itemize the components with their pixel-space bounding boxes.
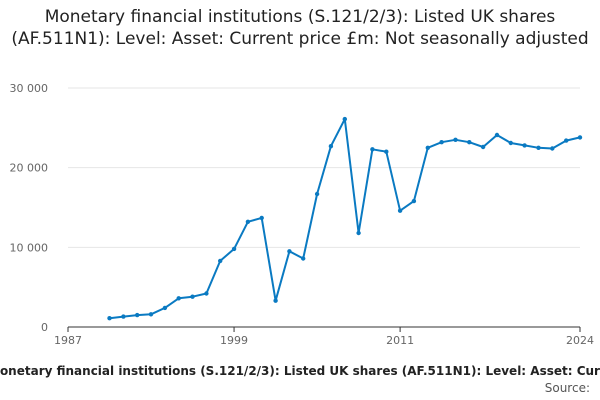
data-point — [135, 312, 140, 318]
data-point — [218, 258, 223, 264]
data-point — [356, 230, 361, 236]
footer-title-bar: Monetary financial institutions (S.121/2… — [0, 364, 600, 382]
data-point — [259, 215, 264, 221]
source-label: Source: — [544, 381, 590, 395]
x-axis: 1987 1999 2011 2024 — [54, 326, 594, 347]
y-tick-label: 10 000 — [10, 241, 49, 254]
x-tick-label: 2024 — [566, 334, 594, 347]
data-point — [550, 146, 555, 151]
data-point — [162, 305, 168, 311]
y-axis-ticks: 0 10 000 20 000 30 000 — [10, 82, 49, 334]
data-point — [467, 140, 472, 145]
data-point — [301, 256, 306, 261]
data-point — [273, 298, 278, 303]
data-point — [564, 138, 569, 143]
data-point — [190, 294, 195, 299]
data-point — [204, 291, 209, 296]
data-point — [231, 246, 237, 252]
series-line — [109, 118, 581, 320]
data-point — [314, 191, 320, 197]
data-point — [577, 135, 583, 140]
data-point — [425, 145, 430, 150]
data-point — [480, 144, 486, 150]
data-point — [121, 314, 126, 319]
series-group — [107, 116, 583, 321]
data-point — [370, 147, 375, 152]
data-point — [287, 249, 292, 254]
data-point — [148, 312, 154, 317]
data-point — [342, 116, 347, 122]
data-point — [508, 140, 513, 146]
y-tick-label: 0 — [41, 321, 48, 334]
data-point — [411, 198, 417, 204]
chart-title: Monetary financial institutions (S.121/2… — [11, 7, 589, 49]
data-point — [397, 208, 403, 213]
y-tick-label: 30 000 — [10, 82, 49, 95]
data-point — [536, 145, 541, 150]
data-point — [176, 296, 181, 301]
x-tick-label: 2011 — [386, 334, 414, 347]
data-point — [494, 132, 500, 138]
data-point — [384, 149, 389, 154]
x-tick-label: 1999 — [220, 334, 248, 347]
data-point — [107, 316, 112, 321]
data-point — [439, 140, 444, 145]
x-tick-label: 1987 — [54, 334, 82, 347]
data-point — [453, 137, 458, 142]
data-point — [245, 219, 251, 224]
data-point — [328, 144, 334, 149]
y-tick-label: 20 000 — [10, 162, 49, 175]
data-point — [522, 143, 527, 148]
footer-title: Monetary financial institutions (S.121/2… — [0, 364, 600, 378]
